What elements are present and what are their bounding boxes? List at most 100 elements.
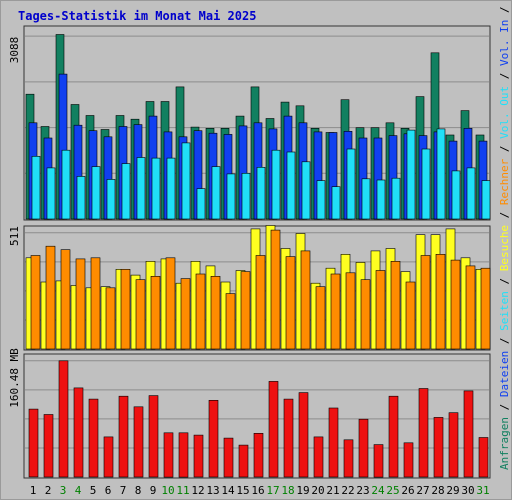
bar-rechner-day-25: [390, 260, 401, 350]
bar-volumen-day-31: [478, 437, 489, 478]
x-tick-day-25: 25: [386, 484, 399, 497]
bar-seiten-day-19: [301, 161, 311, 220]
bar-volumen-day-3: [58, 360, 69, 478]
bar-rechner-day-14: [225, 293, 236, 350]
legend-item-3: /: [498, 338, 511, 351]
x-tick-day-31: 31: [476, 484, 489, 497]
bar-volumen-day-25: [388, 395, 399, 478]
x-tick-day-21: 21: [326, 484, 339, 497]
bar-volumen-day-27: [418, 388, 429, 478]
bar-rechner-day-17: [270, 229, 281, 350]
bar-volumen-day-24: [373, 444, 384, 478]
legend-item-4: Seiten: [498, 291, 511, 337]
bar-seiten-day-22: [346, 148, 356, 220]
legend-item-2: Dateien: [498, 351, 511, 404]
bar-rechner-day-7: [120, 268, 131, 350]
legend-item-0: Anfragen: [498, 417, 511, 470]
bar-seiten-day-9: [151, 157, 161, 220]
x-tick-day-8: 8: [135, 484, 142, 497]
bar-seiten-day-7: [121, 163, 131, 220]
legend-item-1: /: [498, 404, 511, 417]
bar-seiten-day-28: [436, 128, 446, 220]
bar-volumen-day-6: [103, 436, 114, 478]
bar-seiten-day-29: [451, 170, 461, 220]
bar-rechner-day-10: [165, 257, 176, 350]
bar-seiten-day-25: [391, 177, 401, 220]
bar-volumen-day-8: [133, 406, 144, 478]
bar-volumen-day-21: [328, 407, 339, 478]
bar-volumen-day-7: [118, 395, 129, 478]
bar-rechner-day-8: [135, 279, 146, 350]
bar-volumen-day-10: [163, 432, 174, 478]
x-tick-day-10: 10: [161, 484, 174, 497]
x-tick-day-1: 1: [30, 484, 37, 497]
panel-hits-frame: [23, 25, 491, 221]
chart-title: Tages-Statistik im Monat Mai 2025: [18, 9, 256, 23]
x-tick-day-19: 19: [296, 484, 309, 497]
bar-rechner-day-4: [75, 258, 86, 350]
bar-volumen-day-18: [283, 398, 294, 478]
bar-volumen-day-17: [268, 381, 279, 478]
x-tick-day-6: 6: [105, 484, 112, 497]
bar-seiten-day-21: [331, 186, 341, 220]
x-tick-day-23: 23: [356, 484, 369, 497]
bar-seiten-day-13: [211, 166, 221, 220]
bar-seiten-day-3: [61, 149, 71, 220]
legend-item-6: Besuche: [498, 225, 511, 278]
legend-item-7: /: [498, 212, 511, 225]
bar-volumen-day-16: [253, 432, 264, 478]
bar-rechner-day-27: [420, 255, 431, 350]
x-tick-day-22: 22: [341, 484, 354, 497]
x-tick-day-12: 12: [191, 484, 204, 497]
bar-seiten-day-31: [481, 180, 491, 220]
bar-volumen-day-11: [178, 432, 189, 478]
x-tick-day-24: 24: [371, 484, 385, 497]
bar-seiten-day-26: [406, 129, 416, 220]
x-tick-day-13: 13: [206, 484, 219, 497]
bar-rechner-day-29: [450, 259, 461, 350]
x-tick-day-9: 9: [150, 484, 157, 497]
bar-seiten-day-16: [256, 167, 266, 220]
bar-seiten-day-12: [196, 188, 206, 220]
bar-volumen-day-1: [28, 408, 39, 478]
ylabel-visits-max: 511: [8, 226, 21, 246]
bar-volumen-day-2: [43, 414, 54, 478]
ylabel-hits-max: 3088: [8, 37, 21, 64]
bar-volumen-day-5: [88, 398, 99, 478]
bar-volumen-day-26: [403, 442, 414, 478]
bar-rechner-day-11: [180, 278, 191, 350]
bar-rechner-day-19: [300, 250, 311, 350]
legend-item-14: Volumen: [498, 0, 511, 6]
bars: [25, 34, 491, 478]
x-tick-day-16: 16: [251, 484, 264, 497]
x-tick-day-29: 29: [446, 484, 459, 497]
legend-item-11: /: [498, 73, 511, 86]
x-tick-day-26: 26: [401, 484, 414, 497]
bar-volumen-day-29: [448, 412, 459, 478]
bar-seiten-day-18: [286, 151, 296, 220]
bar-seiten-day-23: [361, 178, 371, 220]
bar-seiten-day-30: [466, 167, 476, 220]
bar-rechner-day-23: [360, 279, 371, 350]
x-tick-day-14: 14: [221, 484, 235, 497]
bar-rechner-day-22: [345, 272, 356, 350]
bar-rechner-day-12: [195, 273, 206, 350]
x-tick-day-15: 15: [236, 484, 249, 497]
bar-seiten-day-5: [91, 166, 101, 220]
bar-volumen-day-14: [223, 437, 234, 478]
bar-seiten-day-11: [181, 142, 191, 220]
bar-seiten-day-6: [106, 179, 116, 220]
bar-volumen-day-22: [343, 439, 354, 478]
bar-seiten-day-2: [46, 167, 56, 220]
bar-rechner-day-31: [480, 267, 491, 350]
bar-volumen-day-28: [433, 417, 444, 478]
bar-volumen-day-15: [238, 444, 249, 478]
bar-volumen-day-19: [298, 392, 309, 478]
x-tick-day-27: 27: [416, 484, 429, 497]
bar-volumen-day-4: [73, 387, 84, 478]
bar-rechner-day-9: [150, 275, 161, 350]
bar-seiten-day-10: [166, 157, 176, 220]
bar-seiten-day-1: [31, 156, 41, 220]
legend-item-13: /: [498, 6, 511, 19]
